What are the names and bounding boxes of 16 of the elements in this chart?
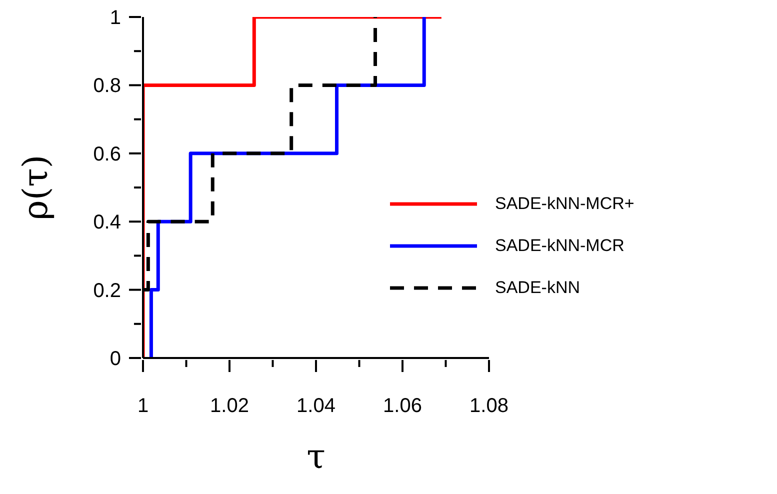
x-tick-label: 1.08	[470, 395, 508, 417]
y-tick-label: 0.6	[93, 143, 121, 166]
x-tick-label: 1.06	[383, 395, 422, 417]
y-tick-label: 1	[110, 7, 121, 29]
text: SADE-kNN-MCR+	[495, 194, 634, 214]
y-axis-title: ρ(τ)	[16, 154, 56, 220]
x-tick-label: 1.04	[296, 395, 336, 417]
text: SADE-kNN-MCR	[495, 236, 624, 256]
y-tick-label: 0	[110, 348, 121, 370]
y-tick-label: 0.4	[93, 212, 121, 234]
x-tick-label: 1.02	[210, 395, 249, 417]
x-axis-title: τ	[306, 437, 326, 477]
x-tick-label: 1	[137, 395, 149, 417]
y-tick-label: 0.2	[93, 280, 121, 302]
text: SADE-kNN	[495, 278, 580, 298]
y-tick-label: 0.8	[93, 75, 121, 98]
